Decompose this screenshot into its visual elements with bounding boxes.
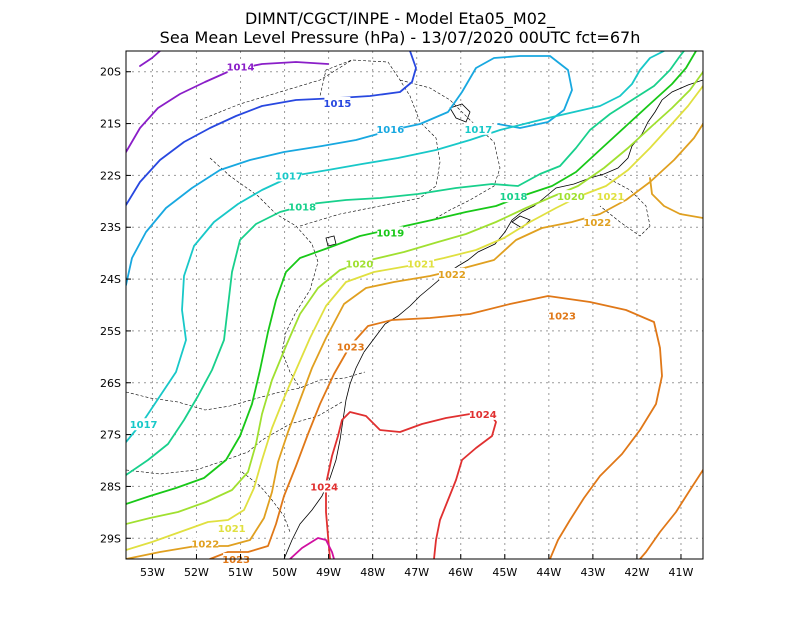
y-tick-label: 27S bbox=[100, 429, 121, 442]
y-tick-label: 26S bbox=[100, 377, 121, 390]
x-tick-label: 48W bbox=[360, 566, 385, 579]
contour-labels: 1014 1015 1016 1017 1017 1017 1018 1018 1019 1020… bbox=[130, 60, 625, 566]
contour-label-bg bbox=[324, 96, 351, 109]
x-tick-label: 43W bbox=[580, 566, 605, 579]
contour-label-1016: 1016 bbox=[376, 125, 404, 136]
isobar-1015 bbox=[126, 51, 417, 206]
isobar-1019 bbox=[126, 51, 697, 505]
coastline bbox=[283, 79, 703, 559]
contour-label-1018: 1018 bbox=[500, 192, 528, 203]
x-tick-label: 44W bbox=[536, 566, 561, 579]
contour-label-bg bbox=[130, 418, 157, 431]
contour-label-1020: 1020 bbox=[346, 260, 374, 271]
y-tick-label: 25S bbox=[100, 325, 121, 338]
x-tick-label: 53W bbox=[140, 566, 165, 579]
isobar-1017 bbox=[126, 51, 665, 443]
contour-label-bg bbox=[218, 521, 245, 534]
contour-label-1014: 1014 bbox=[227, 63, 255, 74]
contour-label-bg bbox=[192, 537, 219, 550]
x-tick-label: 49W bbox=[316, 566, 341, 579]
isobars bbox=[126, 51, 703, 559]
contour-label-1023: 1023 bbox=[222, 555, 250, 566]
contour-label-1017: 1017 bbox=[275, 171, 303, 182]
isobar-1022b bbox=[649, 177, 703, 219]
contour-label-1022: 1022 bbox=[191, 539, 219, 550]
x-tick-label: 50W bbox=[272, 566, 297, 579]
contour-label-1024: 1024 bbox=[469, 410, 497, 421]
contour-label-1015: 1015 bbox=[323, 99, 351, 110]
contour-label-1018: 1018 bbox=[288, 203, 316, 214]
contour-label-bg bbox=[377, 122, 404, 135]
isobar-1020 bbox=[126, 71, 703, 525]
contour-label-bg bbox=[227, 60, 254, 73]
isobar-1021 bbox=[126, 85, 703, 551]
y-axis-ticks: 20S 21S 22S 23S 24S 25S 26S 27S 28S 29S bbox=[100, 66, 131, 545]
contour-label-1021: 1021 bbox=[218, 524, 246, 535]
contour-label-bg bbox=[557, 190, 584, 203]
y-tick-label: 23S bbox=[100, 221, 121, 234]
isobar-1024 bbox=[325, 411, 497, 559]
contour-label-bg bbox=[311, 480, 338, 493]
contour-label-1022: 1022 bbox=[583, 218, 611, 229]
contour-label-bg bbox=[337, 340, 364, 353]
y-tick-label: 21S bbox=[100, 118, 121, 131]
y-tick-label: 28S bbox=[100, 480, 121, 493]
plot-frame bbox=[125, 50, 704, 560]
contour-label-bg bbox=[465, 122, 492, 135]
contour-label-1022: 1022 bbox=[438, 270, 466, 281]
chart-title-line1: DIMNT/CGCT/INPE - Model Eta05_M02_ bbox=[245, 9, 556, 29]
contour-label-1021: 1021 bbox=[597, 192, 625, 203]
contour-label-bg bbox=[584, 216, 611, 229]
y-tick-label: 20S bbox=[100, 66, 121, 79]
isobar-1018 bbox=[126, 51, 685, 476]
contour-label-bg bbox=[549, 309, 576, 322]
chart-title-line2: Sea Mean Level Pressure (hPa) - 13/07/20… bbox=[160, 28, 641, 47]
x-tick-label: 42W bbox=[624, 566, 649, 579]
y-tick-label: 24S bbox=[100, 273, 121, 286]
contour-label-1017: 1017 bbox=[464, 125, 492, 136]
contour-label-bg bbox=[346, 257, 373, 270]
isobar-1016 bbox=[126, 55, 573, 286]
isobar-1022 bbox=[126, 123, 703, 559]
contour-label-bg bbox=[469, 407, 496, 420]
contour-label-bg bbox=[597, 190, 624, 203]
x-tick-label: 45W bbox=[492, 566, 517, 579]
contour-label-bg bbox=[500, 190, 527, 203]
y-tick-label: 29S bbox=[100, 532, 121, 545]
y-tick-label: 22S bbox=[100, 169, 121, 182]
state-borders bbox=[126, 59, 651, 533]
x-tick-label: 51W bbox=[228, 566, 253, 579]
isobar-1023b bbox=[639, 469, 703, 559]
contour-label-bg bbox=[408, 257, 435, 270]
map-geography bbox=[126, 59, 703, 559]
contour-label-1019: 1019 bbox=[376, 228, 404, 239]
isobar-1025 bbox=[289, 537, 335, 559]
x-tick-label: 47W bbox=[404, 566, 429, 579]
x-tick-label: 46W bbox=[448, 566, 473, 579]
x-tick-label: 41W bbox=[669, 566, 694, 579]
contour-label-bg bbox=[438, 267, 465, 280]
contour-label-1023: 1023 bbox=[337, 342, 365, 353]
x-axis-ticks: 53W 52W 51W 50W 49W 48W 47W 46W 45W 44W 43W 42W 41W bbox=[140, 554, 694, 579]
contour-label-1023: 1023 bbox=[548, 311, 576, 322]
contour-label-1021: 1021 bbox=[407, 260, 435, 271]
coastline-islands bbox=[325, 103, 531, 247]
contour-label-1024: 1024 bbox=[310, 482, 338, 493]
isobar-1023 bbox=[209, 295, 663, 559]
contour-label-1020: 1020 bbox=[557, 192, 585, 203]
contour-label-1017: 1017 bbox=[130, 420, 158, 431]
x-tick-label: 52W bbox=[184, 566, 209, 579]
contour-label-bg bbox=[275, 169, 302, 182]
isobar-1014 bbox=[126, 51, 329, 153]
contour-label-bg bbox=[289, 200, 316, 213]
contour-label-bg bbox=[377, 226, 404, 239]
